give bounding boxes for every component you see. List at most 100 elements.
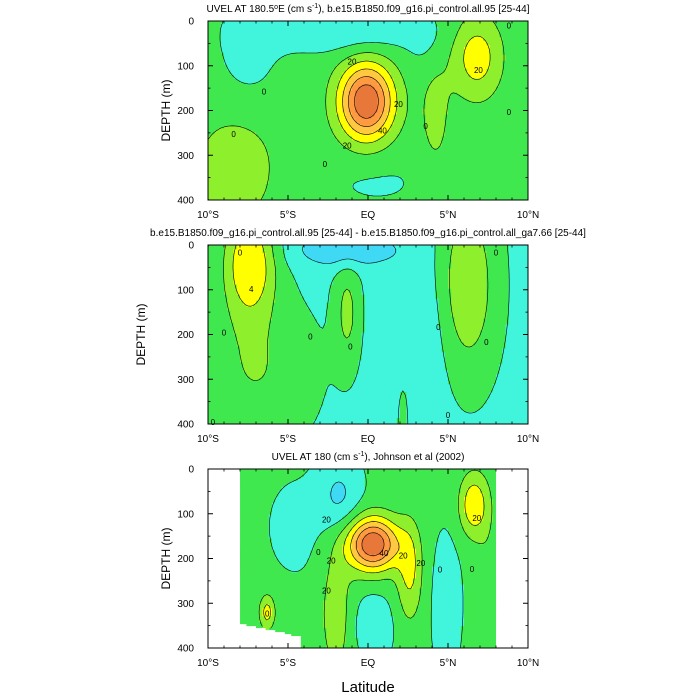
field-cell <box>470 486 481 490</box>
field-cell <box>454 316 487 320</box>
field-cell <box>451 252 487 256</box>
field-cell <box>278 558 308 562</box>
field-cell <box>406 48 430 52</box>
field-cell <box>275 272 292 276</box>
field-cell <box>227 68 270 72</box>
field-cell <box>352 304 366 308</box>
field-cell <box>460 560 497 564</box>
field-cell <box>313 422 398 424</box>
field-cell <box>268 72 334 76</box>
field-cell <box>208 246 225 250</box>
field-cell <box>208 290 225 294</box>
field-cell <box>339 118 347 122</box>
field-cell <box>355 108 379 112</box>
field-cell <box>240 298 260 302</box>
field-cell <box>240 568 289 572</box>
field-cell <box>304 564 331 568</box>
field-cell <box>342 100 350 104</box>
field-cell <box>272 546 315 550</box>
field-cell <box>345 68 363 72</box>
field-cell <box>345 636 356 639</box>
field-cell <box>390 142 430 145</box>
field-cell <box>227 294 241 298</box>
field-cell <box>224 260 235 264</box>
contour-label: 0 <box>348 343 353 352</box>
field-cell <box>236 292 263 296</box>
field-cell <box>208 336 238 340</box>
field-cell <box>246 374 263 377</box>
field-cell <box>390 92 398 96</box>
field-cell <box>406 420 528 423</box>
contour-label: 0 <box>222 328 227 337</box>
field-cell <box>220 32 436 36</box>
field-cell <box>240 570 292 574</box>
field-cell <box>208 382 353 385</box>
field-cell <box>486 70 503 74</box>
field-cell <box>348 582 395 585</box>
field-cell <box>208 288 225 292</box>
contour-label: 0 <box>262 88 267 97</box>
field-cell <box>451 392 491 395</box>
field-cell <box>208 312 231 316</box>
field-cell <box>224 245 238 248</box>
field-cell <box>240 574 327 577</box>
field-cell <box>355 120 379 124</box>
field-cell <box>480 520 494 524</box>
field-cell <box>220 44 350 48</box>
field-cell <box>451 94 462 98</box>
field-cell <box>265 616 270 619</box>
field-cell <box>259 378 356 381</box>
field-cell <box>364 330 443 334</box>
field-cell <box>464 58 491 62</box>
field-cell <box>326 528 343 532</box>
field-cell <box>486 400 528 403</box>
field-cell <box>275 264 289 268</box>
field-cell <box>403 612 417 615</box>
field-cell <box>508 284 528 288</box>
field-cell <box>364 596 385 599</box>
field-cell <box>422 110 449 114</box>
field-cell <box>396 94 407 98</box>
field-cell <box>448 532 468 536</box>
field-cell <box>400 596 420 599</box>
field-cell <box>384 544 391 548</box>
field-cell <box>230 316 273 320</box>
field-cell <box>332 498 343 502</box>
field-cell <box>208 42 222 46</box>
field-cell <box>345 130 356 133</box>
field-cell <box>396 104 407 108</box>
field-cell <box>486 294 510 298</box>
field-cell <box>336 88 347 92</box>
field-cell <box>227 306 273 310</box>
field-cell <box>508 256 528 260</box>
field-cell <box>294 280 334 284</box>
field-cell <box>390 538 398 542</box>
field-cell <box>412 518 462 522</box>
field-cell <box>208 358 241 361</box>
field-cell <box>342 102 350 106</box>
field-cell <box>240 546 273 550</box>
field-cell <box>240 544 273 548</box>
field-cell <box>300 290 331 294</box>
field-cell <box>358 520 372 524</box>
field-cell <box>339 62 356 66</box>
field-cell <box>451 246 484 250</box>
field-cell <box>451 310 487 314</box>
field-cell <box>473 540 487 544</box>
field-cell <box>208 182 270 185</box>
field-cell <box>400 512 459 516</box>
field-cell <box>208 21 225 24</box>
panel-2-y-axis-label: DEPTH (m) <box>134 304 148 366</box>
field-cell <box>268 616 276 619</box>
field-cell <box>208 626 257 629</box>
field-cell <box>451 292 487 296</box>
field-cell <box>208 26 222 30</box>
field-cell <box>486 42 503 46</box>
field-cell <box>393 114 407 118</box>
field-cell <box>470 538 487 542</box>
field-cell <box>268 604 276 607</box>
field-cell <box>364 310 439 314</box>
field-cell <box>361 282 436 286</box>
field-cell <box>419 530 443 534</box>
